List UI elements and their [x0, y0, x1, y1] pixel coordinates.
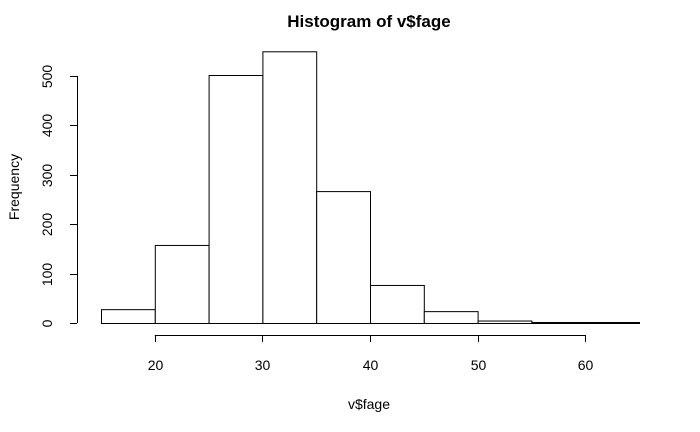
histogram-bar-40-45	[370, 284, 425, 325]
y-tick-label: 500	[39, 65, 55, 89]
x-tick-label: 60	[578, 357, 594, 373]
bars	[101, 51, 641, 325]
histogram-bar-25-30	[208, 75, 264, 325]
x-tick-label: 50	[471, 357, 487, 373]
y-axis-label: Frequency	[6, 154, 22, 220]
histogram-bar-60-65	[585, 322, 641, 324]
chart-title: Histogram of v$fage	[287, 12, 450, 31]
y-tick-label: 300	[39, 164, 55, 188]
histogram-bar-15-20	[101, 309, 156, 324]
y-tick-label: 0	[39, 319, 55, 327]
histogram-bar-30-35	[262, 51, 318, 325]
x-axis: 20 30 40 50 60	[148, 335, 594, 373]
histogram-bar-50-55	[477, 320, 533, 324]
x-tick-label: 30	[255, 357, 271, 373]
histogram-bar-20-25	[154, 244, 210, 324]
histogram-bar-45-50	[423, 311, 479, 325]
y-axis: 0 100 200 300 400 500	[39, 65, 78, 327]
x-tick-label: 40	[363, 357, 379, 373]
x-tick-label: 20	[148, 357, 164, 373]
y-tick-label: 400	[39, 114, 55, 138]
x-axis-label: v$fage	[348, 396, 390, 412]
histogram-bar-35-40	[316, 191, 372, 324]
y-tick-label: 200	[39, 213, 55, 237]
y-tick-label: 100	[39, 263, 55, 287]
histogram-bar-55-60	[531, 322, 587, 324]
